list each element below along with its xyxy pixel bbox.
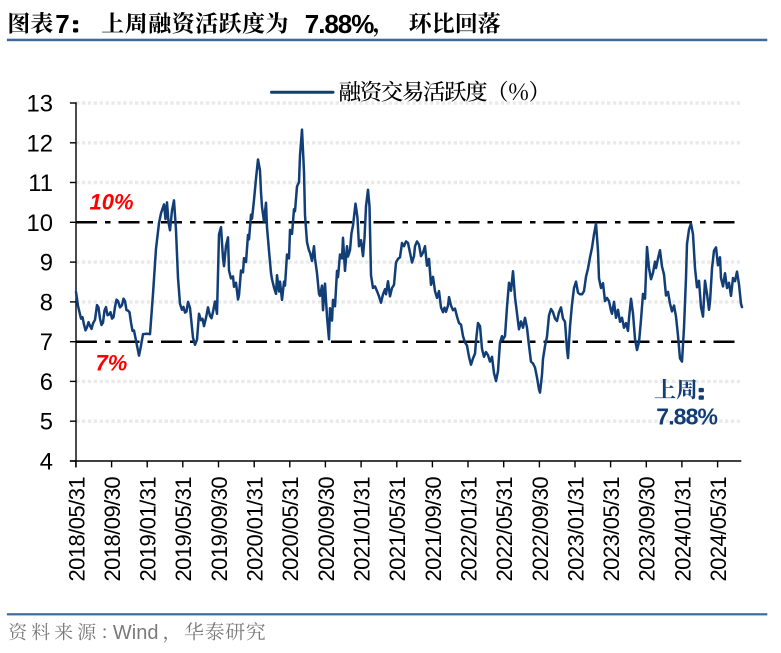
- svg-text:2021/01/31: 2021/01/31: [350, 477, 375, 582]
- svg-text:7%: 7%: [96, 351, 128, 376]
- svg-text:7.88%: 7.88%: [305, 9, 374, 39]
- svg-text:2019/01/31: 2019/01/31: [136, 477, 161, 582]
- svg-text:12: 12: [27, 130, 53, 157]
- svg-text:2023/05/31: 2023/05/31: [599, 477, 624, 582]
- svg-text:11: 11: [28, 170, 53, 197]
- svg-text:7: 7: [40, 329, 53, 356]
- svg-text:10%: 10%: [90, 190, 134, 215]
- svg-text:10: 10: [27, 210, 53, 237]
- svg-text:2020/05/31: 2020/05/31: [278, 477, 303, 582]
- svg-text:2022/01/31: 2022/01/31: [456, 477, 481, 582]
- svg-text:2023/09/30: 2023/09/30: [635, 477, 660, 582]
- svg-text:5: 5: [40, 409, 53, 436]
- svg-text:2018/05/31: 2018/05/31: [64, 477, 89, 582]
- svg-text:9: 9: [40, 250, 53, 277]
- svg-text:2019/09/30: 2019/09/30: [207, 477, 232, 582]
- svg-text:7: 7: [55, 9, 69, 39]
- svg-text:Wind: Wind: [113, 622, 159, 644]
- svg-text:6: 6: [40, 369, 53, 396]
- svg-text:2022/09/30: 2022/09/30: [528, 477, 553, 582]
- svg-text:13: 13: [27, 91, 53, 118]
- svg-text:2018/09/30: 2018/09/30: [100, 477, 125, 582]
- svg-text:2022/05/31: 2022/05/31: [492, 477, 517, 582]
- svg-text:2024/01/31: 2024/01/31: [670, 477, 695, 582]
- svg-text:2021/09/30: 2021/09/30: [421, 477, 446, 582]
- svg-text:2019/05/31: 2019/05/31: [171, 477, 196, 582]
- svg-text:7.88%: 7.88%: [656, 404, 717, 430]
- svg-text:2024/05/31: 2024/05/31: [706, 477, 731, 582]
- svg-text:8: 8: [40, 289, 53, 316]
- svg-text:4: 4: [40, 449, 53, 476]
- svg-text:2020/09/30: 2020/09/30: [314, 477, 339, 582]
- svg-text:2023/01/31: 2023/01/31: [563, 477, 588, 582]
- svg-text:2021/05/31: 2021/05/31: [385, 477, 410, 582]
- svg-text:2020/01/31: 2020/01/31: [243, 477, 268, 582]
